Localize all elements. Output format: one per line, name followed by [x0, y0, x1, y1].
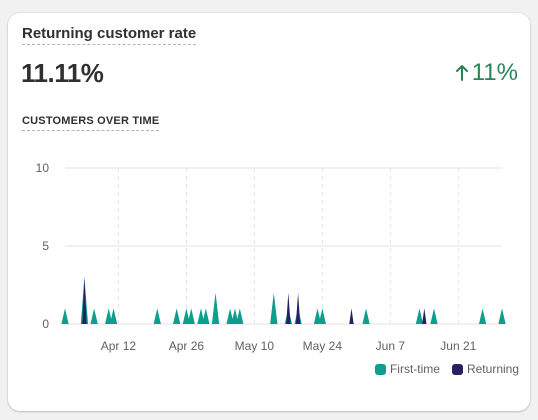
- returning-customer-rate-card: [8, 13, 530, 411]
- x-tick-label: May 10: [235, 339, 275, 353]
- card-title[interactable]: Returning customer rate: [22, 26, 197, 45]
- change-value: 11%: [471, 59, 518, 86]
- first-time-spike: [478, 308, 487, 324]
- returning-spike: [349, 308, 354, 324]
- first-time-spike: [362, 308, 370, 324]
- legend-item-first-time[interactable]: First-time: [374, 362, 440, 376]
- first-time-spike: [109, 308, 118, 324]
- legend-item-returning[interactable]: Returning: [451, 362, 519, 376]
- chart-subtitle[interactable]: CUSTOMERS OVER TIME: [22, 115, 160, 131]
- x-tick-label: Apr 26: [169, 339, 205, 353]
- legend-label-first-time: First-time: [389, 362, 440, 376]
- returning-spike: [422, 308, 427, 324]
- chart-legend: First-time Returning: [374, 362, 519, 376]
- returning-spike: [295, 292, 301, 324]
- y-tick-label: 10: [36, 161, 50, 175]
- first-time-spike: [173, 308, 181, 324]
- first-time-spike: [236, 308, 244, 324]
- arrow-up-icon: [455, 65, 468, 81]
- first-time-spike: [202, 308, 210, 324]
- first-time-spike: [61, 308, 69, 324]
- x-tick-label: Jun 21: [440, 339, 476, 353]
- first-time-spike: [231, 308, 239, 324]
- x-tick-label: Apr 12: [101, 339, 137, 353]
- first-time-spike: [498, 308, 506, 324]
- x-tick-label: May 24: [303, 339, 343, 353]
- first-time-spike: [318, 308, 326, 324]
- change-indicator: 11%: [455, 60, 518, 86]
- first-time-spike: [226, 308, 234, 324]
- y-tick-label: 5: [42, 239, 49, 253]
- metric-value: 11.11%: [21, 58, 104, 88]
- x-tick-label: Jun 7: [376, 339, 406, 353]
- y-tick-label: 0: [42, 317, 49, 331]
- first-time-spike: [187, 308, 195, 324]
- first-time-spike: [197, 308, 205, 324]
- first-time-spike: [90, 308, 98, 324]
- first-time-spike: [313, 308, 322, 324]
- first-time-spike: [105, 308, 113, 324]
- returning-spike: [82, 277, 87, 324]
- first-time-spike: [430, 308, 438, 324]
- first-time-spike: [182, 308, 191, 324]
- customers-over-time-chart: 0 5 10 Apr 12 Apr 26 May 10 May 24 Jun 7 Jun 21: [36, 161, 506, 353]
- first-time-spike: [153, 308, 161, 324]
- first-time-spike: [415, 308, 424, 324]
- first-time-spike: [211, 292, 220, 324]
- legend-swatch-returning: [451, 363, 463, 375]
- first-time-spike: [270, 292, 278, 324]
- legend-label-returning: Returning: [466, 362, 519, 376]
- returning-spike: [286, 292, 291, 324]
- legend-swatch-first-time: [374, 363, 386, 375]
